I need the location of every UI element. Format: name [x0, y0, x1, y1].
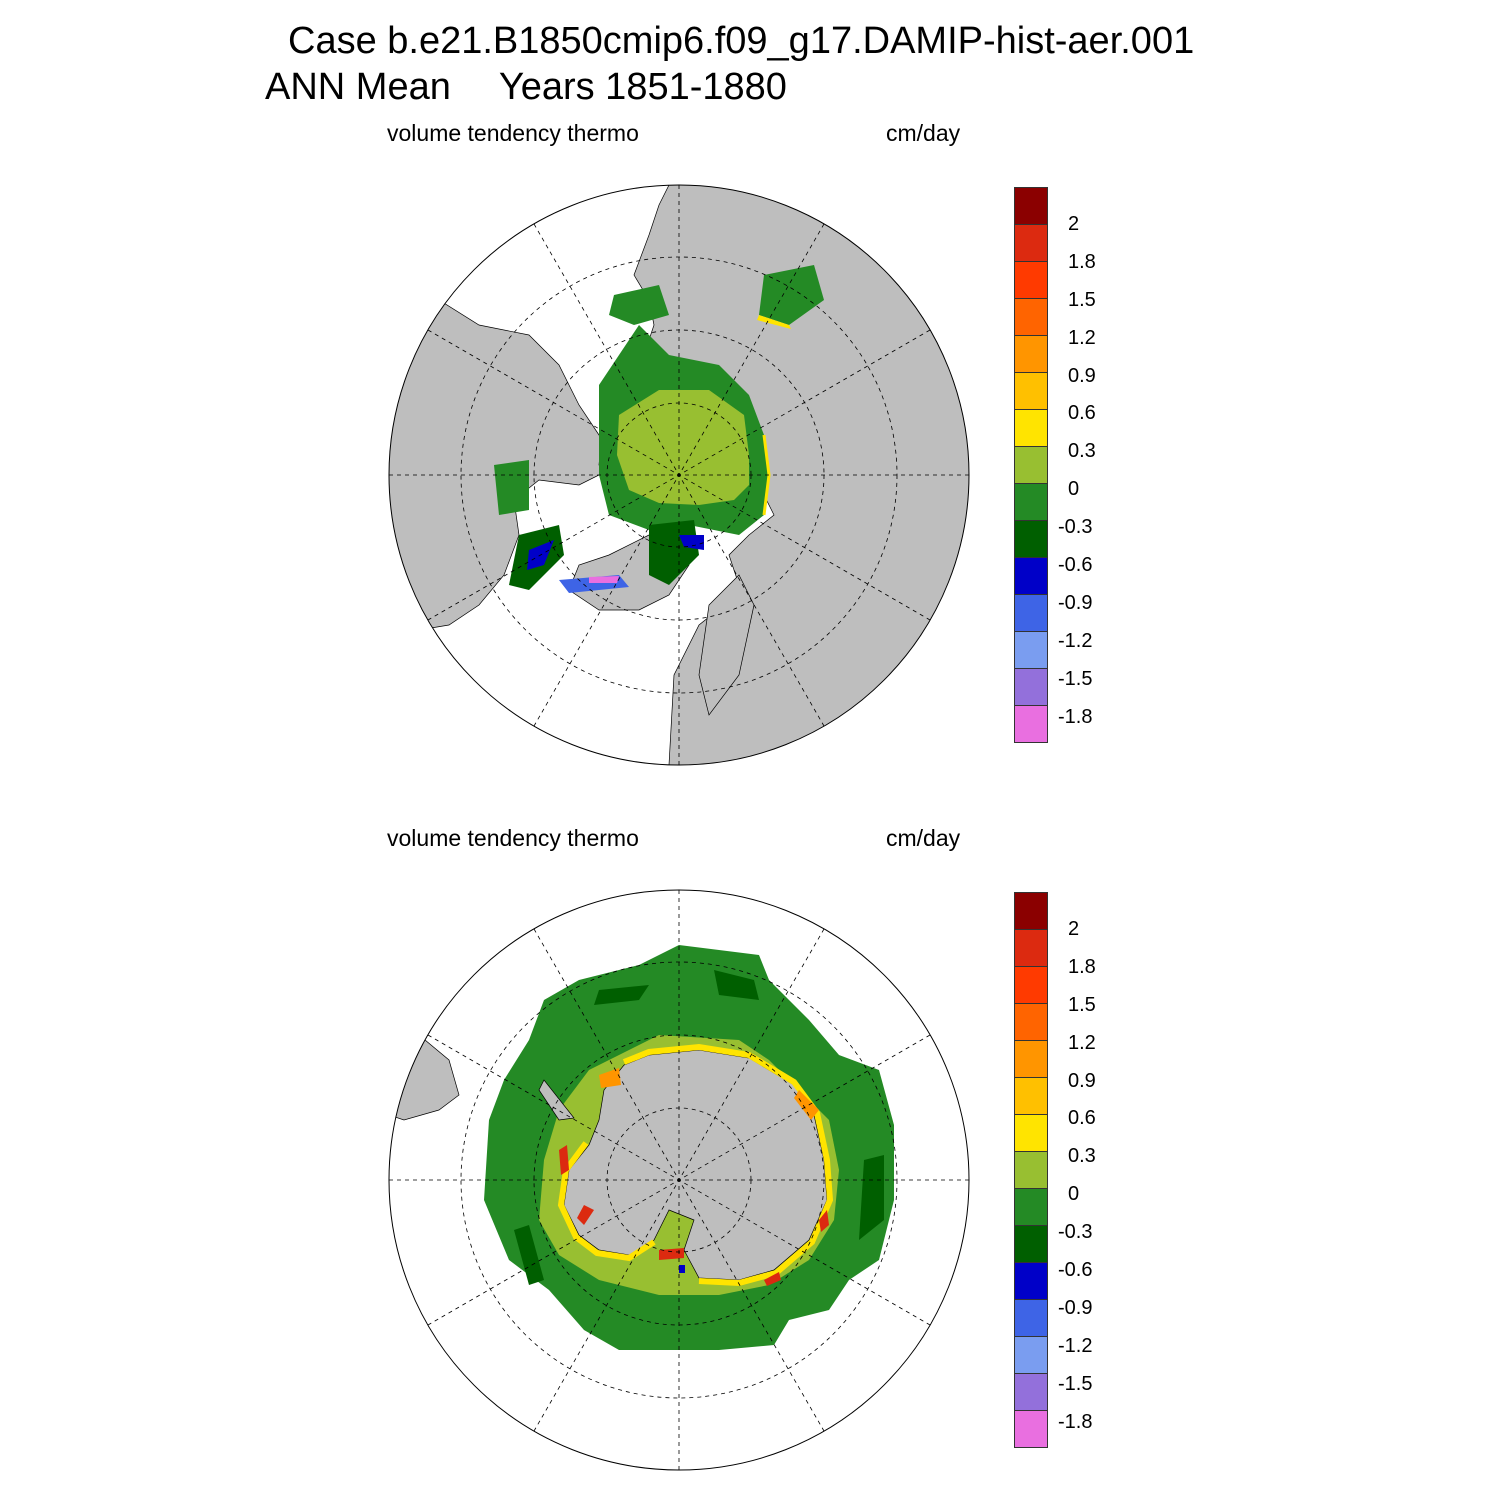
south-colorbar-box-12 [1014, 1336, 1048, 1374]
south-colorbar-box-6 [1014, 1114, 1048, 1152]
south-coastal-red-3 [659, 1248, 684, 1260]
south-colorbar-label: -1.2 [1058, 1334, 1093, 1357]
south-colorbar-label: -1.5 [1058, 1372, 1093, 1395]
south-peninsula-land [538, 1079, 575, 1121]
north-colorbar-box-0 [1014, 187, 1048, 225]
north-colorbar-box-9 [1014, 520, 1048, 558]
south-colorbar-box-14 [1014, 1410, 1048, 1448]
south-colorbar-box-2 [1014, 966, 1048, 1004]
north-colorbar-box-12 [1014, 631, 1048, 669]
years-label: Years 1851-1880 [498, 66, 787, 108]
south-coastal-red-2 [577, 1205, 594, 1225]
north-panel-variable-label: volume tendency thermo [387, 120, 639, 146]
south-colorbar-label: 1.2 [1068, 1031, 1096, 1054]
south-coastal-yellow [622, 1043, 834, 1287]
north-okhotsk-green [759, 265, 824, 325]
south-dark-green-streak-3 [859, 1155, 884, 1240]
north-polar-map [388, 184, 970, 766]
north-bering-green [609, 285, 669, 325]
south-coastal-orange-1 [599, 1068, 621, 1088]
north-greenland-sea-blue [679, 535, 704, 550]
south-colorbar-label: 2 [1068, 917, 1080, 940]
south-coastal-red-4 [764, 1272, 781, 1286]
south-ross-sea-blue [679, 1265, 685, 1273]
north-map-border [388, 184, 970, 766]
south-colorbar-box-11 [1014, 1299, 1048, 1337]
south-coastal-orange-2 [794, 1090, 819, 1120]
north-colorbar-label: 0 [1068, 478, 1080, 501]
south-dark-green-streak-2 [714, 970, 759, 1000]
south-colorbar-box-4 [1014, 1040, 1048, 1078]
south-colorbar-box-7 [1014, 1151, 1048, 1189]
north-colorbar-box-1 [1014, 224, 1048, 262]
north-graticule [389, 185, 969, 765]
north-colorbar-label: -1.2 [1058, 629, 1093, 652]
south-colorbar-box-10 [1014, 1262, 1048, 1300]
north-colorbar-label: -1.5 [1058, 667, 1093, 690]
north-denmark-strait-pink [589, 576, 619, 583]
south-colorbar-box-13 [1014, 1373, 1048, 1411]
north-colorbar-box-2 [1014, 261, 1048, 299]
south-polar-map [388, 889, 970, 1471]
south-colorbar-box-8 [1014, 1188, 1048, 1226]
south-colorbar [1014, 892, 1048, 1448]
south-colorbar-label: 0 [1068, 1183, 1080, 1206]
south-colorbar-label: 0.6 [1068, 1107, 1096, 1130]
north-colorbar-box-5 [1014, 372, 1048, 410]
south-colorbar-box-3 [1014, 1003, 1048, 1041]
south-colorbar-label: 1.8 [1068, 955, 1096, 978]
north-hudson-bay [494, 460, 529, 515]
south-colorbar-label: 0.9 [1068, 1069, 1096, 1092]
south-colorbar-label: -0.6 [1058, 1259, 1093, 1281]
south-colorbar-label: -1.8 [1058, 1410, 1093, 1433]
south-map-border [388, 889, 970, 1471]
north-panel-units-label: cm/day [886, 120, 961, 146]
north-colorbar-label: -0.3 [1058, 516, 1093, 539]
south-colorbar-box-9 [1014, 1225, 1048, 1263]
north-colorbar-label: 1.8 [1068, 250, 1096, 273]
south-dark-green-streak-1 [594, 985, 649, 1005]
north-colorbar-box-8 [1014, 483, 1048, 521]
figure-subtitle: ANN Mean Years 1851-1880 [265, 66, 787, 109]
north-colorbar-label: 1.2 [1068, 326, 1096, 349]
figure-title: Case b.e21.B1850cmip6.f09_g17.DAMIP-hist… [288, 20, 1195, 62]
north-colorbar-label: 2 [1068, 212, 1080, 235]
south-coastal-red-1 [559, 1145, 569, 1175]
north-colorbar-box-7 [1014, 446, 1048, 484]
north-colorbar-box-11 [1014, 594, 1048, 632]
north-arctic-light-green [617, 390, 749, 505]
season-label: ANN Mean [265, 66, 451, 108]
north-colorbar-box-3 [1014, 298, 1048, 336]
north-colorbar [1014, 187, 1048, 743]
north-colorbar-label: 0.9 [1068, 364, 1096, 387]
north-colorbar-label: 0.3 [1068, 440, 1096, 463]
south-panel-units-label: cm/day [886, 825, 961, 851]
south-coastal-red-5 [819, 1210, 829, 1232]
north-colorbar-box-14 [1014, 705, 1048, 743]
north-colorbar-label: -0.6 [1058, 554, 1093, 576]
south-colorbar-label: 0.3 [1068, 1145, 1096, 1168]
north-colorbar-box-4 [1014, 335, 1048, 373]
south-dark-green-streak-4 [514, 1225, 544, 1285]
south-panel-variable-label: volume tendency thermo [387, 825, 639, 851]
south-colorbar-box-1 [1014, 929, 1048, 967]
south-colorbar-label: 1.5 [1068, 993, 1096, 1016]
north-colorbar-label: 0.6 [1068, 402, 1096, 425]
south-colorbar-label: -0.9 [1058, 1296, 1093, 1319]
north-okhotsk-yellow [757, 315, 791, 329]
south-colorbar-box-5 [1014, 1077, 1048, 1115]
south-colorbar-label: -0.3 [1058, 1221, 1093, 1244]
north-colorbar-box-13 [1014, 668, 1048, 706]
north-scandinavia-land [698, 574, 755, 716]
north-colorbar-label: -0.9 [1058, 591, 1093, 614]
north-colorbar-label: -1.8 [1058, 705, 1093, 728]
north-colorbar-box-6 [1014, 409, 1048, 447]
north-colorbar-label: 1.5 [1068, 288, 1096, 311]
south-graticule [389, 890, 969, 1470]
south-colorbar-box-0 [1014, 892, 1048, 930]
north-colorbar-box-10 [1014, 557, 1048, 595]
